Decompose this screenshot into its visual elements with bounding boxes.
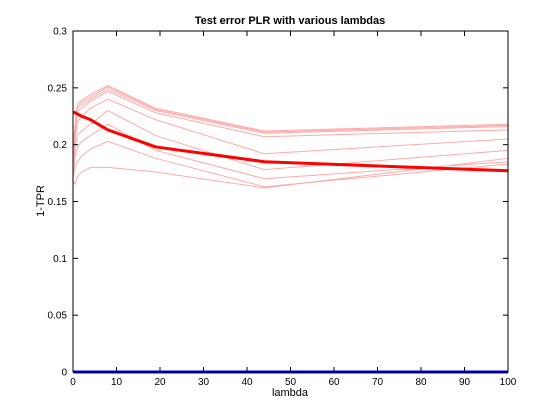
x-tick-label: 30 [198,377,210,388]
y-tick-label: 0.25 [48,83,68,94]
plot-frame [73,31,508,372]
chart-title: Test error PLR with various lambdas [195,15,386,27]
x-tick-label: 0 [70,377,76,388]
x-axis-label: lambda [272,387,309,399]
ticks-layer: 0 10 20 30 40 50 60 70 80 90 10000.050.10.150.20.2… [48,27,517,389]
x-tick-label: 70 [372,377,384,388]
y-tick-label: 0.1 [53,254,67,265]
x-tick-label: 80 [415,377,427,388]
x-tick-label: 20 [154,377,166,388]
series-line-9 [73,112,508,171]
y-axis-label: 1-TPR [35,185,47,217]
y-tick-label: 0.2 [53,140,67,151]
x-tick-label: 100 [500,377,517,388]
x-tick-label: 60 [328,377,340,388]
x-tick-label: 40 [241,377,253,388]
y-tick-label: 0.15 [48,197,68,208]
series-layer [73,86,508,372]
y-tick-label: 0.05 [48,311,68,322]
x-tick-label: 10 [111,377,123,388]
x-tick-label: 90 [459,377,471,388]
y-tick-label: 0.3 [53,27,67,38]
y-tick-label: 0 [61,368,67,379]
